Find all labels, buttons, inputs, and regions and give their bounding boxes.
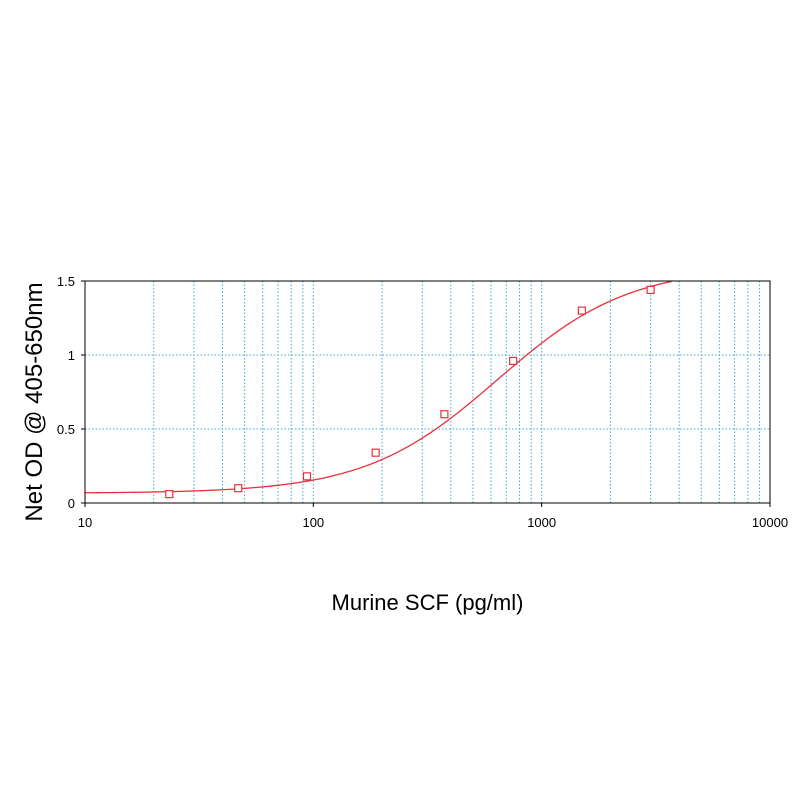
- x-tick-label: 10000: [752, 515, 788, 530]
- tick-labels: 10 100 1000 10000 0 0.5 1 1.5: [57, 274, 788, 530]
- y-axis-title: Net OD @ 405-650nm: [21, 282, 48, 521]
- plot-frame: [84, 280, 771, 504]
- y-tick-label: 1: [68, 348, 75, 363]
- data-point: [302, 472, 312, 481]
- x-axis-title: Murine SCF (pg/ml): [332, 590, 524, 615]
- y-tick-label: 1.5: [57, 274, 75, 289]
- data-point: [234, 484, 243, 493]
- data-points: [165, 285, 655, 499]
- x-tick-label: 10: [78, 515, 92, 530]
- fit-curve-layer: [84, 280, 672, 494]
- data-point: [165, 490, 174, 499]
- x-tick-label: 1000: [527, 515, 556, 530]
- y-tick-label: 0.5: [57, 422, 75, 437]
- data-point: [646, 285, 655, 294]
- x-tick-label: 100: [302, 515, 324, 530]
- grid: [85, 281, 770, 503]
- data-point: [371, 448, 380, 457]
- y-tick-label: 0: [68, 496, 75, 511]
- data-point: [509, 356, 518, 366]
- data-point: [440, 410, 449, 419]
- data-point: [577, 306, 586, 315]
- fit-curve: [84, 280, 672, 494]
